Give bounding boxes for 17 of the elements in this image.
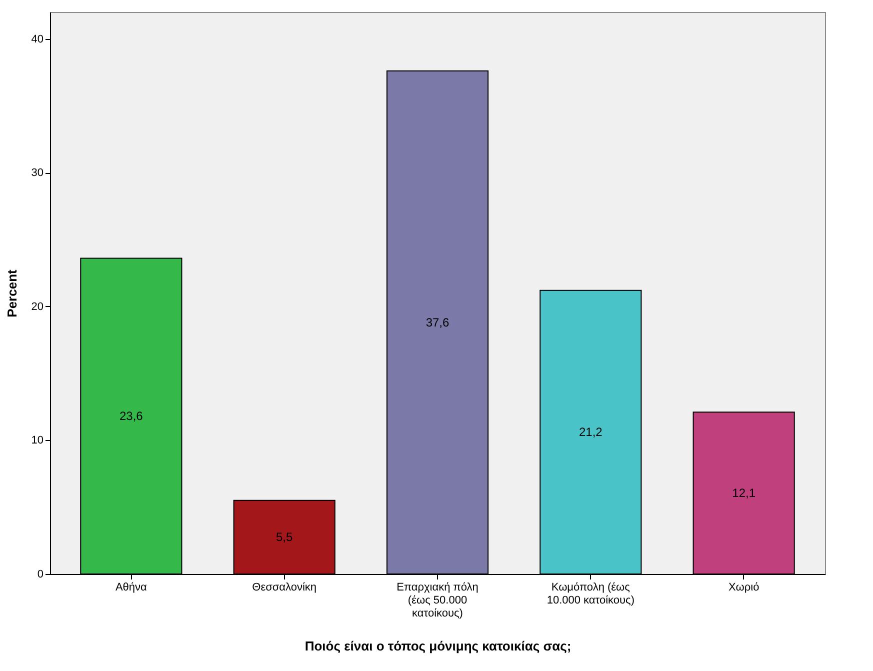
y-axis-title: Percent <box>4 268 20 318</box>
y-tick-label: 30 <box>31 167 44 180</box>
data-label: 5,5 <box>276 530 293 544</box>
x-tick-label: Χωριό <box>728 582 760 594</box>
data-label: 37,6 <box>426 315 450 330</box>
y-tick-label: 0 <box>37 568 44 580</box>
data-label: 12,1 <box>732 486 756 500</box>
x-axis-title: Ποιός είναι ο τόπος μόνιμης κατοικίας σας; <box>304 638 572 654</box>
y-tick-label: 40 <box>31 33 44 46</box>
data-label: 21,2 <box>578 425 603 440</box>
x-tick-label: Κωμόπολη (έως 10.000 κατοίκους) <box>546 582 634 606</box>
y-tick-label: 20 <box>31 300 44 313</box>
x-tick-label: Επαρχιακή πόλη (έως 50.000 κατοίκους) <box>396 582 478 620</box>
data-label: 23,6 <box>119 409 144 424</box>
x-tick-label: Αθήνα <box>115 582 148 594</box>
x-tick-label: Θεσσαλονίκη <box>252 582 317 594</box>
y-tick-label: 10 <box>31 434 44 447</box>
